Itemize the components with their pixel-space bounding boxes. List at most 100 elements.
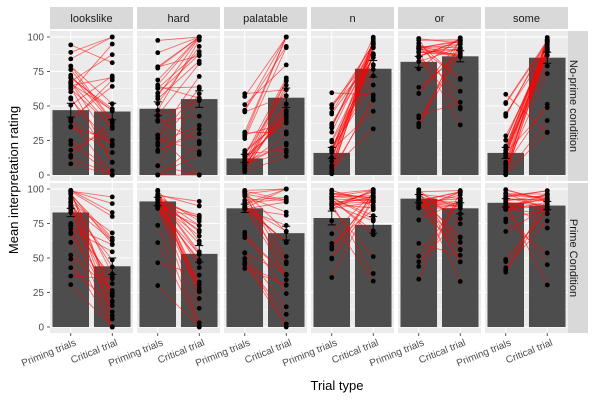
point-critical [196, 126, 202, 132]
bar-critical [441, 208, 479, 327]
point-critical [457, 247, 463, 253]
subject-line [331, 196, 374, 278]
point-critical [283, 254, 289, 259]
point-critical [196, 218, 202, 224]
y-tick-label: 0 [38, 323, 44, 334]
point-critical [283, 34, 289, 40]
subject-line [157, 225, 200, 327]
bar-critical [354, 224, 392, 327]
point-priming [329, 129, 335, 135]
subject-line [157, 100, 200, 117]
subject-line [244, 188, 287, 204]
subject-line [70, 193, 113, 275]
subject-line [505, 51, 548, 175]
subject-line [70, 204, 113, 320]
point-priming [155, 140, 161, 146]
subject-line [505, 93, 548, 133]
subject-lines [505, 37, 548, 176]
y-tick-label: 75 [33, 219, 45, 230]
point-priming [329, 187, 335, 193]
point-priming [503, 187, 509, 193]
strip-lookslike: lookslike [50, 7, 133, 29]
point-priming [329, 90, 335, 96]
subject-line [505, 221, 548, 254]
subject-line [418, 202, 461, 205]
point-critical [457, 252, 463, 258]
point-critical [370, 207, 376, 213]
point-critical [196, 198, 202, 204]
point-critical [283, 272, 289, 278]
subject-line [418, 57, 461, 110]
point-critical [196, 113, 202, 119]
point-priming [242, 193, 248, 199]
strip-label-n: n [349, 13, 355, 25]
point-critical [370, 34, 376, 40]
subject-line [70, 156, 113, 176]
point-critical [544, 130, 550, 136]
point-priming [242, 259, 248, 265]
subject-line [157, 199, 200, 245]
row-label-no-prime: No-prime condition [567, 60, 579, 152]
point-critical [544, 101, 550, 107]
subject-line [70, 83, 113, 111]
point-priming [329, 246, 335, 252]
point-critical [457, 279, 463, 284]
subject-line [157, 36, 200, 81]
subject-line [157, 197, 200, 253]
subject-lines [244, 36, 287, 173]
subject-line [505, 73, 548, 169]
point-priming [416, 263, 422, 269]
point-priming [155, 283, 161, 288]
point-critical [283, 261, 289, 267]
point-priming [329, 201, 335, 207]
y-tick-label: 0 [38, 171, 44, 182]
subject-line [331, 54, 374, 168]
point-priming [503, 256, 509, 262]
point-critical [370, 108, 376, 114]
subject-line [70, 202, 113, 268]
point-critical [283, 209, 289, 215]
point-priming [155, 240, 161, 246]
subject-line [418, 43, 461, 49]
point-critical [283, 277, 289, 283]
subject-line [70, 144, 113, 176]
point-critical [457, 239, 463, 245]
point-priming [155, 149, 161, 154]
subject-line [331, 189, 374, 210]
point-priming [68, 95, 74, 101]
point-critical [544, 197, 550, 203]
point-priming [416, 36, 422, 41]
point-critical [196, 131, 202, 137]
subject-line [70, 224, 113, 278]
point-critical [370, 45, 376, 50]
subject-line [157, 205, 200, 293]
y-tick-label: 50 [33, 254, 45, 265]
point-critical [109, 77, 115, 83]
subject-line [331, 43, 374, 113]
subject-line [331, 197, 374, 217]
subject-line [418, 207, 461, 251]
panel-hard-prime [137, 183, 220, 333]
point-priming [242, 162, 248, 167]
point-critical [109, 201, 115, 207]
subject-line [157, 165, 200, 176]
subject-line [157, 39, 200, 111]
subject-line [70, 190, 113, 198]
subject-line [418, 198, 461, 267]
point-critical [196, 61, 202, 67]
y-tick-label: 100 [27, 33, 44, 44]
point-priming [68, 42, 74, 48]
subject-line [157, 242, 200, 328]
subject-line [418, 39, 461, 49]
subject-line [244, 193, 287, 202]
point-critical [109, 230, 115, 236]
subject-line [157, 204, 200, 309]
strip-palatable: palatable [224, 7, 307, 29]
subject-line [418, 242, 461, 256]
point-critical [544, 250, 550, 256]
point-priming [329, 158, 335, 164]
point-priming [68, 72, 74, 78]
point-priming [329, 123, 335, 128]
panel-some-no-prime [485, 31, 568, 181]
point-priming [242, 129, 248, 135]
